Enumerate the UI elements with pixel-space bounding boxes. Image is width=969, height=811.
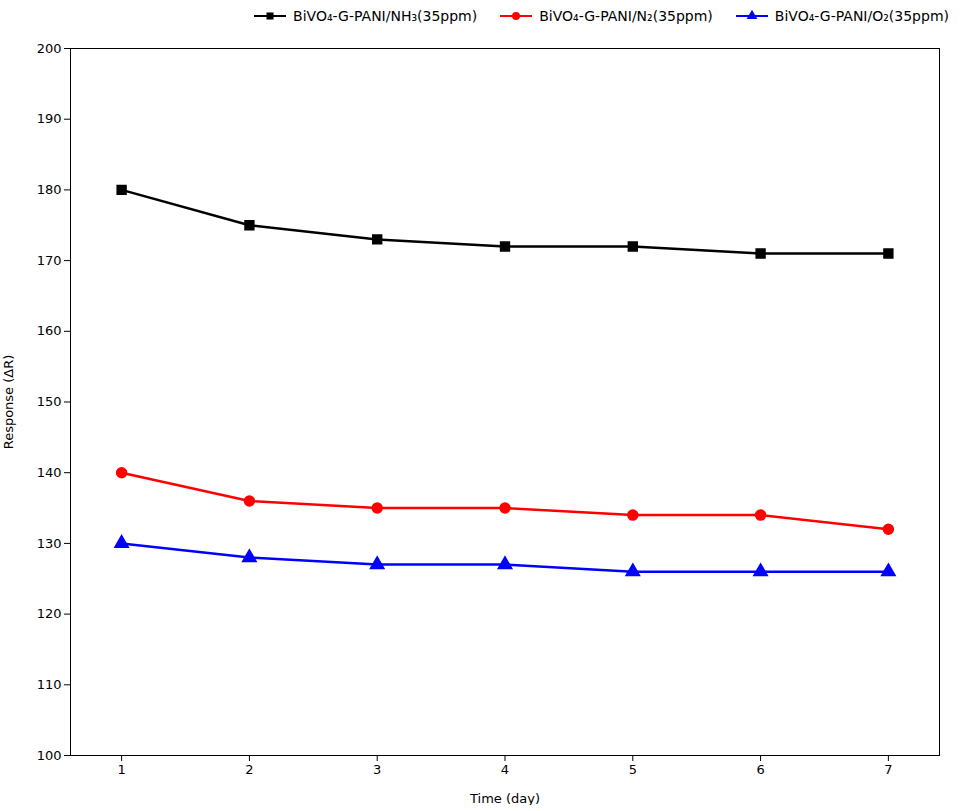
svg-text:7: 7 — [884, 762, 892, 777]
html-text:BiVO₄-G-PANI/N₂(35ppm): BiVO₄-G-PANI/N₂(35ppm) — [539, 8, 713, 24]
svg-text:4: 4 — [501, 762, 509, 777]
html-text:BiVO₄-G-PANI/O₂(35ppm): BiVO₄-G-PANI/O₂(35ppm) — [774, 8, 949, 24]
svg-text:Time (day): Time (day) — [469, 791, 540, 806]
svg-text:190: 190 — [37, 111, 62, 126]
svg-text:180: 180 — [37, 182, 62, 197]
svg-text:2: 2 — [245, 762, 253, 777]
svg-text:140: 140 — [37, 465, 62, 480]
svg-text:3: 3 — [373, 762, 381, 777]
svg-text:170: 170 — [37, 253, 62, 268]
svg-text:120: 120 — [37, 606, 62, 621]
svg-text:5: 5 — [629, 762, 637, 777]
svg-text:6: 6 — [756, 762, 764, 777]
svg-text:1: 1 — [117, 762, 125, 777]
svg-text:160: 160 — [37, 323, 62, 338]
svg-text:200: 200 — [37, 41, 62, 56]
svg-text:110: 110 — [37, 677, 62, 692]
html-text:BiVO₄-G-PANI/NH₃(35ppm): BiVO₄-G-PANI/NH₃(35ppm) — [293, 8, 478, 24]
svg-text:150: 150 — [37, 394, 62, 409]
svg-text:Response (ΔR): Response (ΔR) — [1, 355, 16, 450]
svg-text:130: 130 — [37, 536, 62, 551]
svg-text:100: 100 — [37, 748, 62, 763]
